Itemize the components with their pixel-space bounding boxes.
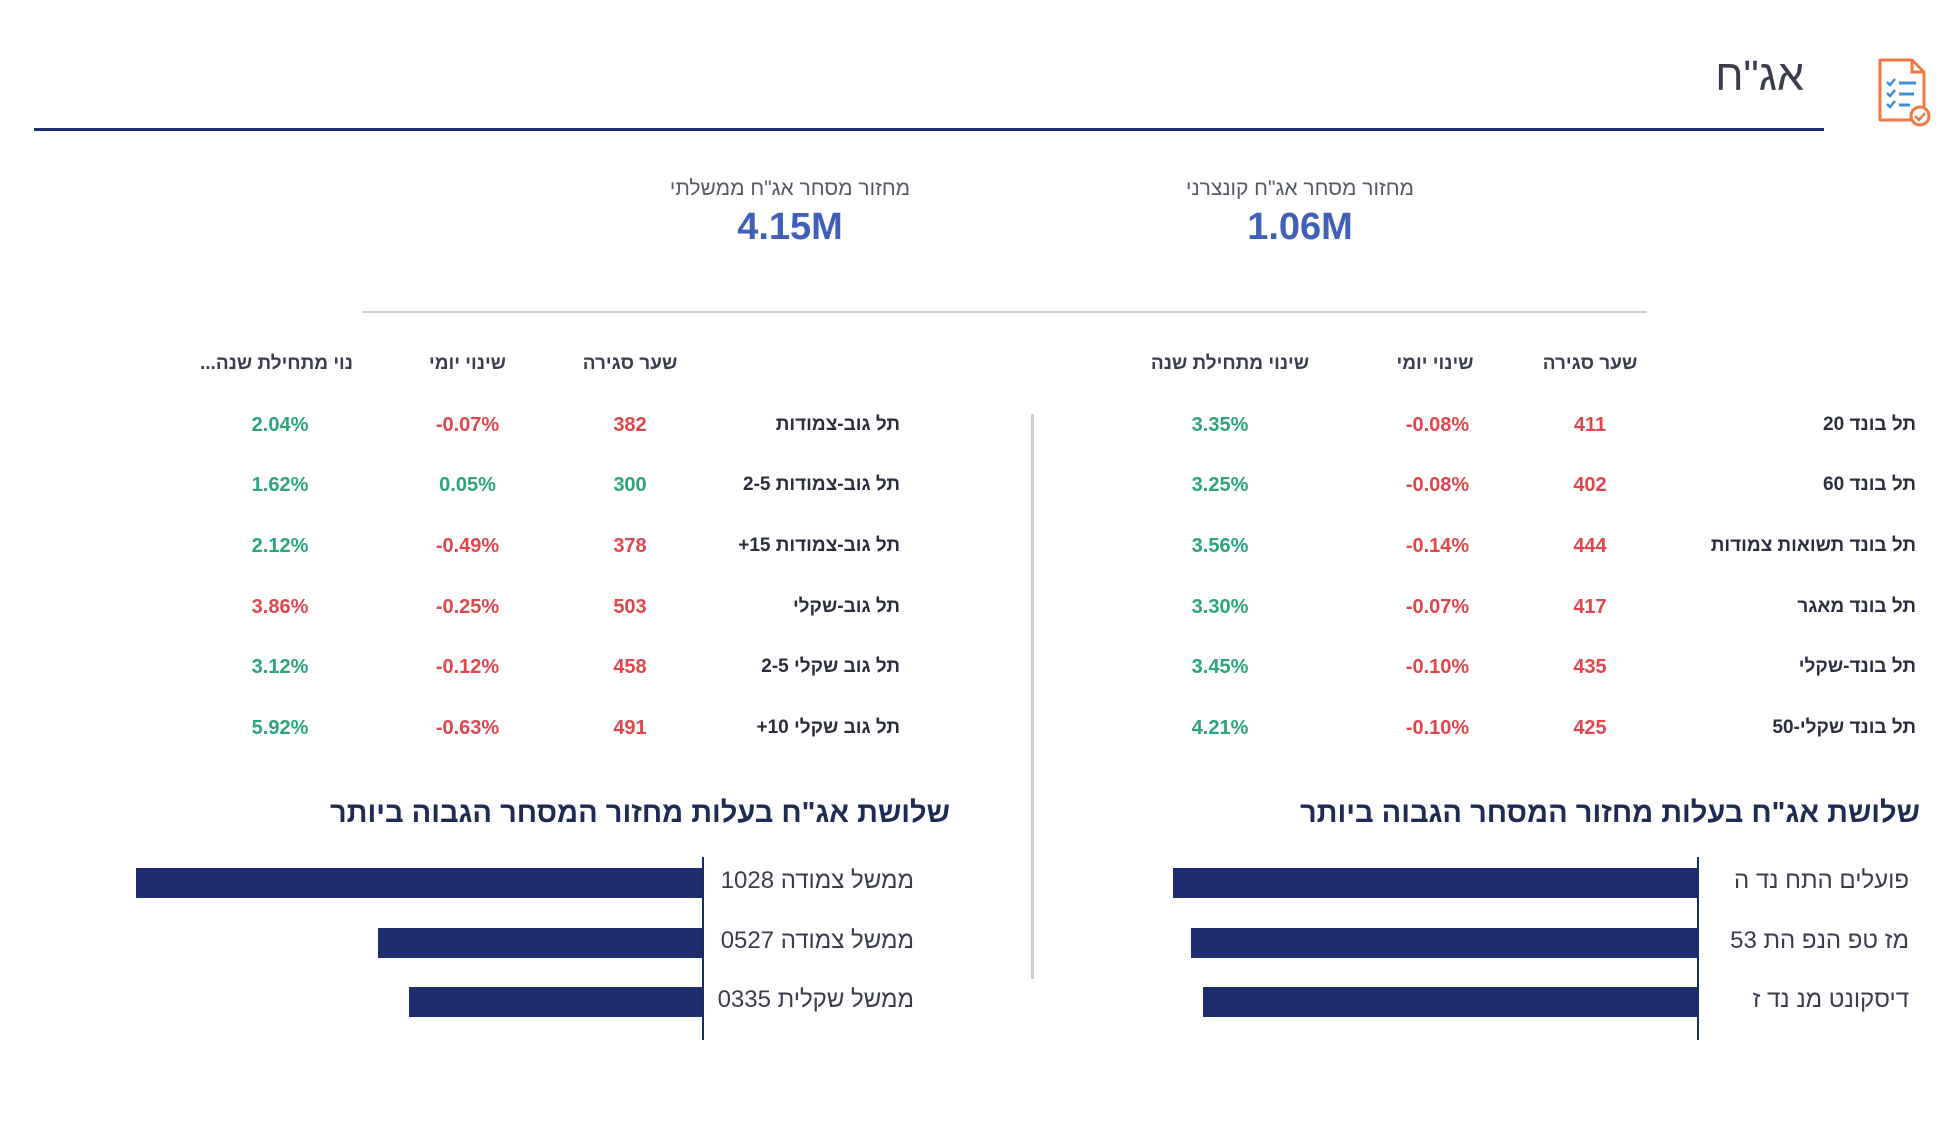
bar-label: ממשל צמודה 0527 [720,927,914,954]
close-value: 491 [613,717,647,739]
col-header-close: שער סגירה [582,353,678,374]
chart-title: שלושת אג"ח בעלות מחזור המסחר הגבוה ביותר [1299,797,1920,829]
daily-change: -0.07% [1405,596,1470,618]
col-header-close: שער סגירה [1542,353,1638,374]
close-value: 402 [1573,474,1607,496]
daily-change: 0.05% [439,474,496,496]
close-value: 503 [613,596,647,618]
daily-change: -0.10% [1405,717,1470,739]
ytd-change: 2.04% [251,414,309,436]
close-value: 300 [613,474,647,496]
corporate-turnover-label: מחזור מסחר אג"ח קונצרני [1186,177,1414,200]
page-title: אג"ח [1715,52,1804,100]
bar-label: ממשל צמודה 1028 [720,867,914,894]
index-name: תל גוב-צמודות [775,414,900,435]
ytd-change: 5.92% [251,717,309,739]
col-header-daily: שינוי יומי [429,353,506,374]
chart-title: שלושת אג"ח בעלות מחזור המסחר הגבוה ביותר [329,797,950,829]
daily-change: -0.25% [435,596,500,618]
index-name: תל גוב-צמודות 15+ [738,535,900,556]
close-value: 444 [1573,535,1607,557]
index-name: תל בונד 60 [1823,474,1916,495]
close-value: 458 [613,656,647,678]
bar [1203,987,1697,1017]
close-value: 378 [613,535,647,557]
index-name: תל גוב-צמודות 2-5 [743,474,900,495]
index-name: תל גוב שקלי 2-5 [761,656,900,677]
daily-change: -0.14% [1405,535,1470,557]
report-checklist-icon [1872,56,1932,128]
daily-change: -0.08% [1405,414,1470,436]
bar-label: מז טפ הנפ הת 53 [1730,927,1909,954]
index-name: תל בונד-שקלי [1798,656,1916,677]
ytd-change: 2.12% [251,535,309,557]
kpi-divider [362,311,1647,313]
ytd-change: 1.62% [251,474,309,496]
col-header-daily: שינוי יומי [1396,353,1474,374]
close-value: 411 [1573,414,1607,436]
daily-change: -0.08% [1405,474,1470,496]
close-value: 382 [613,414,647,436]
index-name: תל גוב שקלי 10+ [756,717,900,738]
bar [1173,868,1697,898]
bar [1191,928,1697,958]
daily-change: -0.63% [435,717,500,739]
index-name: תל בונד תשואות צמודות [1710,535,1916,556]
index-name: תל בונד מאגר [1797,596,1916,617]
bar-label: דיסקונט מנ נד ז [1752,986,1909,1013]
vertical-divider [1031,414,1034,979]
index-name: תל גוב-שקלי [792,596,900,617]
bar [409,987,702,1017]
col-header-ytd: שינוי מתחילת שנה [1150,353,1310,374]
daily-change: -0.10% [1405,656,1470,678]
ytd-change: 3.30% [1191,596,1249,618]
daily-change: -0.07% [435,414,500,436]
government-turnover-value: 4.15M [737,206,843,248]
close-value: 435 [1573,656,1607,678]
daily-change: -0.49% [435,535,500,557]
ytd-change: 3.25% [1191,474,1249,496]
chart-axis [702,857,704,1040]
index-name: תל בונד שקלי-50 [1772,717,1916,738]
corporate-turnover-value: 1.06M [1247,206,1353,248]
bar-label: ממשל שקלית 0335 [717,986,914,1013]
col-header-ytd-truncated: ...נוי מתחילת שנה [200,353,353,374]
bar-label: פועלים התח נד ה [1733,867,1909,894]
close-value: 417 [1573,596,1607,618]
close-value: 425 [1573,717,1607,739]
daily-change: -0.12% [435,656,500,678]
bar [136,868,702,898]
ytd-change: 3.35% [1191,414,1249,436]
index-name: תל בונד 20 [1823,414,1916,435]
government-turnover-label: מחזור מסחר אג"ח ממשלתי [669,177,911,200]
bar [378,928,702,958]
ytd-change: 3.45% [1191,656,1249,678]
chart-axis [1697,857,1699,1040]
header-divider [34,128,1824,131]
ytd-change: 3.86% [251,596,309,618]
ytd-change: 3.56% [1191,535,1249,557]
ytd-change: 4.21% [1191,717,1249,739]
ytd-change: 3.12% [251,656,309,678]
